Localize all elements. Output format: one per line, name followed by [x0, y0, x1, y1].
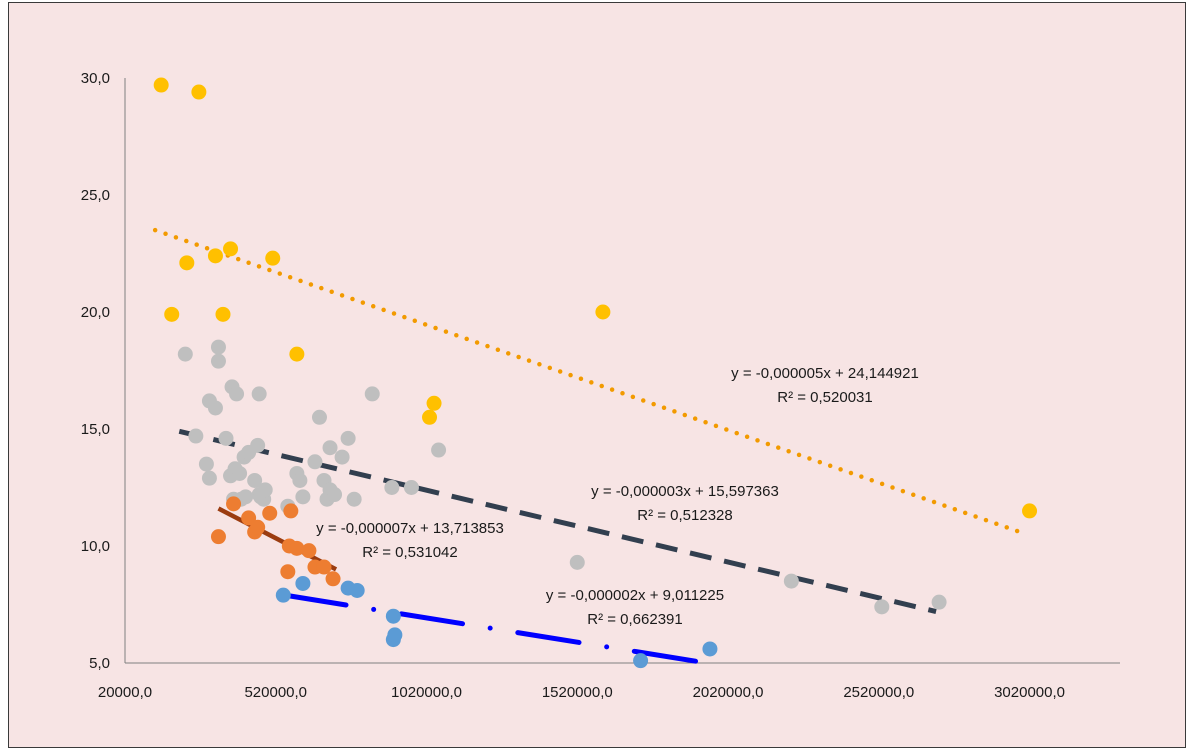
data-point	[223, 241, 239, 257]
x-tick-label: 520000,0	[244, 684, 307, 701]
trendline-r-squared: R² = 0,662391	[587, 611, 683, 628]
trendline-equation: y = -0,000003x + 15,597363	[591, 483, 779, 500]
data-point	[241, 510, 257, 526]
data-point	[207, 400, 223, 416]
axes: 5,0 10,0 15,0 20,0 25,0 30,0 20000,0 520000,0 10…	[81, 70, 1120, 701]
x-tick-label: 1020000,0	[391, 684, 462, 701]
trendlines	[152, 227, 1029, 666]
data-point	[210, 353, 226, 369]
x-tick-label: 1520000,0	[542, 684, 613, 701]
trendline-equation: y = -0,000005x + 24,144921	[731, 365, 919, 382]
data-point	[201, 470, 217, 486]
data-points	[153, 77, 1038, 669]
data-point	[262, 505, 278, 521]
trendline-r-squared: R² = 0,531042	[362, 544, 458, 561]
trendline-equation: y = -0,000002x + 9,011225	[546, 587, 724, 604]
data-point	[215, 306, 231, 322]
data-point	[188, 428, 204, 444]
data-point	[334, 449, 350, 465]
data-point	[385, 608, 401, 624]
data-point	[307, 454, 323, 470]
data-point	[250, 519, 266, 535]
data-point	[257, 482, 273, 498]
y-tick-label: 25,0	[81, 187, 110, 204]
data-point	[426, 395, 442, 411]
y-tick-label: 30,0	[81, 70, 110, 87]
data-point	[177, 346, 193, 362]
data-point	[292, 472, 308, 488]
data-point	[783, 573, 799, 589]
data-point	[153, 77, 169, 93]
data-point	[232, 465, 248, 481]
y-tick-label: 5,0	[89, 655, 110, 672]
data-point	[633, 653, 649, 669]
data-point	[251, 386, 267, 402]
data-point	[301, 543, 317, 559]
data-point	[569, 554, 585, 570]
y-tick-label: 10,0	[81, 538, 110, 555]
data-point	[387, 627, 403, 643]
data-point	[226, 496, 242, 512]
trendline-equation: y = -0,000007x + 13,713853	[316, 520, 504, 537]
data-point	[210, 339, 226, 355]
data-point	[207, 248, 223, 264]
data-point	[349, 582, 365, 598]
x-tick-label: 2520000,0	[843, 684, 914, 701]
data-point	[327, 487, 343, 503]
data-point	[403, 480, 419, 495]
data-point	[295, 489, 311, 505]
trendline-r-squared: R² = 0,512328	[637, 507, 733, 524]
data-point	[422, 409, 438, 425]
x-tick-label: 20000,0	[98, 684, 152, 701]
data-point	[316, 559, 332, 575]
trendline-r-squared: R² = 0,520031	[777, 389, 873, 406]
data-point	[289, 346, 305, 362]
data-point	[322, 440, 338, 456]
data-point	[311, 409, 327, 425]
data-point	[1022, 503, 1038, 519]
trendline	[217, 506, 338, 572]
data-point	[250, 437, 266, 453]
data-point	[238, 489, 254, 505]
chart-area	[8, 2, 1186, 748]
data-point	[931, 594, 947, 610]
data-point	[384, 480, 400, 495]
data-point	[275, 587, 291, 603]
data-point	[210, 529, 226, 545]
data-point	[164, 306, 180, 322]
trendline	[178, 428, 937, 614]
data-point	[265, 250, 281, 266]
data-point	[218, 430, 234, 446]
data-point	[702, 641, 718, 657]
data-point	[595, 304, 611, 320]
data-point	[325, 571, 341, 587]
data-point	[247, 472, 263, 488]
y-tick-label: 20,0	[81, 304, 110, 321]
y-tick-label: 15,0	[81, 421, 110, 438]
data-point	[179, 255, 195, 271]
data-point	[280, 564, 296, 580]
data-point	[874, 599, 890, 615]
data-point	[289, 540, 305, 556]
data-point	[346, 491, 362, 507]
data-point	[431, 442, 447, 458]
data-point	[198, 456, 214, 472]
trendline	[282, 592, 710, 666]
data-point	[229, 386, 245, 402]
trendline-equations: y = -0,000005x + 24,144921 R² = 0,520031 y…	[316, 365, 919, 628]
trendline	[152, 227, 1029, 537]
data-point	[340, 430, 356, 446]
data-point	[191, 84, 207, 100]
x-tick-label: 3020000,0	[994, 684, 1065, 701]
data-point	[364, 386, 380, 402]
x-tick-label: 2020000,0	[693, 684, 764, 701]
data-point	[283, 503, 299, 519]
data-point	[295, 575, 311, 591]
